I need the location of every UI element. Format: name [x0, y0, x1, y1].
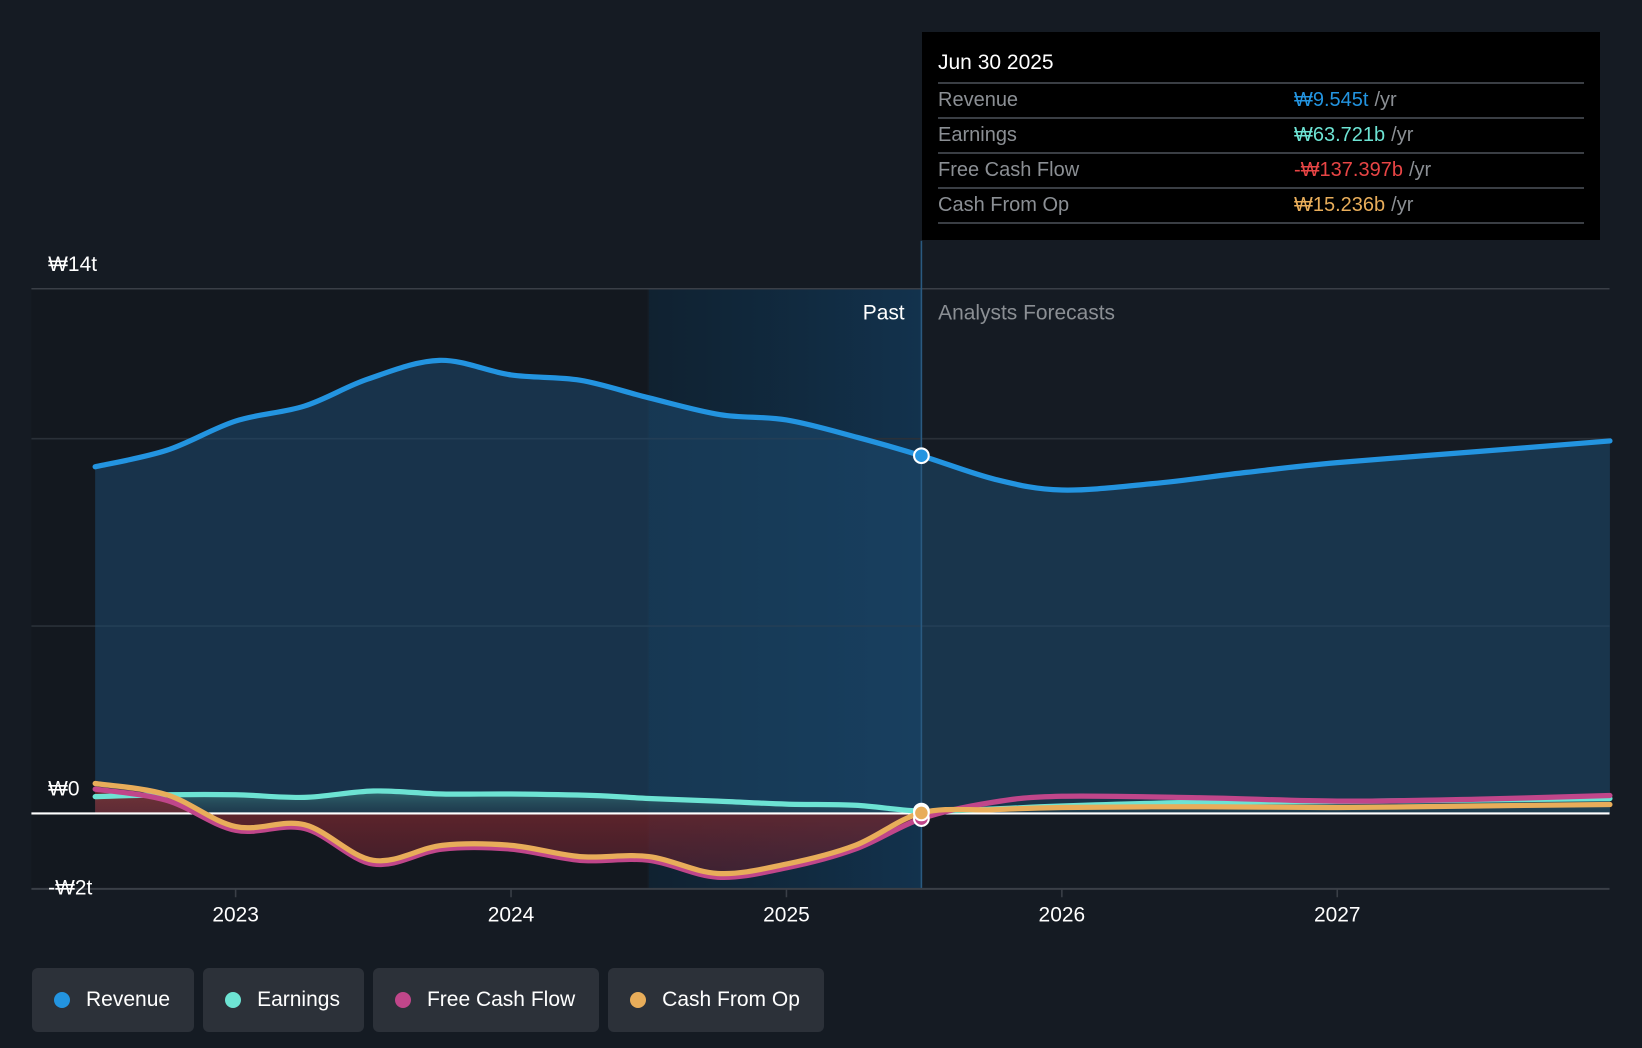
revenue-area — [95, 360, 1610, 814]
tooltip-row-value: ₩9.545t — [1294, 89, 1369, 111]
tooltip-row-label: Revenue — [938, 89, 1019, 111]
y-tick-label: ₩0 — [48, 778, 79, 801]
legend-item-earnings[interactable]: Earnings — [203, 968, 364, 1032]
legend-dot-icon — [54, 992, 70, 1008]
legend-item-revenue[interactable]: Revenue — [32, 968, 195, 1032]
series-lines — [92, 357, 1613, 880]
y-axis-ticks: ₩14t ₩0 -₩2t — [48, 253, 97, 900]
legend-label: Revenue — [86, 988, 171, 1011]
legend-item-free-cash-flow[interactable]: Free Cash Flow — [372, 968, 600, 1032]
revenue-line — [92, 357, 1613, 493]
legend-dot-icon — [225, 992, 242, 1008]
tooltip-row-label: Cash From Op — [938, 194, 1070, 216]
legend-dot-icon — [394, 992, 411, 1008]
tooltip-row-label: Free Cash Flow — [938, 159, 1080, 181]
x-tick-label: 2026 — [1039, 903, 1086, 926]
legend-label: Earnings — [257, 988, 340, 1011]
hover-markers — [913, 447, 930, 827]
tooltip-row-value: ₩63.721b — [1294, 124, 1386, 146]
legend-dot-icon — [630, 992, 647, 1008]
x-tick-label: 2027 — [1314, 903, 1361, 926]
past-label: Past — [863, 301, 905, 324]
free-cash-flow-area — [95, 789, 922, 878]
revenue-marker — [913, 447, 930, 465]
tooltip-row-earnings: Earnings ₩63.721b/yr — [938, 119, 1584, 154]
tooltip-row-unit: /yr — [1391, 124, 1414, 146]
analysts-forecasts-label: Analysts Forecasts — [938, 301, 1115, 324]
cash-from-op-line — [92, 780, 1613, 877]
legend-item-cash-from-op[interactable]: Cash From Op — [608, 968, 824, 1032]
x-axis-ticks: 2023 2024 2025 2026 2027 — [212, 888, 1361, 926]
tooltip-row-revenue: Revenue ₩9.545t/yr — [938, 84, 1584, 119]
y-tick-label: ₩14t — [48, 253, 97, 276]
tooltip-row-label: Earnings — [938, 124, 1017, 146]
tooltip-row-unit: /yr — [1374, 89, 1397, 111]
tooltip: Jun 30 2025 Revenue ₩9.545t/yr Earnings ₩63… — [922, 32, 1600, 240]
x-tick-label: 2023 — [212, 903, 259, 926]
tooltip-row-value: ₩15.236b — [1294, 194, 1386, 216]
x-tick-label: 2025 — [763, 903, 810, 926]
free-cash-flow-line — [92, 786, 1613, 880]
x-tick-label: 2024 — [488, 903, 535, 926]
tooltip-date: Jun 30 2025 — [938, 46, 1584, 84]
legend: Revenue Earnings Free Cash Flow Cash From O… — [32, 968, 824, 1032]
tooltip-row-unit: /yr — [1408, 159, 1432, 181]
y-tick-label: -₩2t — [48, 877, 92, 900]
tooltip-row-free-cash-flow: Free Cash Flow -₩137.397b/yr — [938, 154, 1584, 189]
tooltip-row-value: -₩137.397b — [1294, 159, 1403, 181]
tooltip-row-cash-from-op: Cash From Op ₩15.236b/yr — [938, 189, 1584, 224]
legend-label: Cash From Op — [662, 988, 800, 1011]
tooltip-row-unit: /yr — [1391, 194, 1414, 216]
legend-label: Free Cash Flow — [426, 988, 576, 1011]
cash-from-op-marker — [913, 804, 930, 822]
